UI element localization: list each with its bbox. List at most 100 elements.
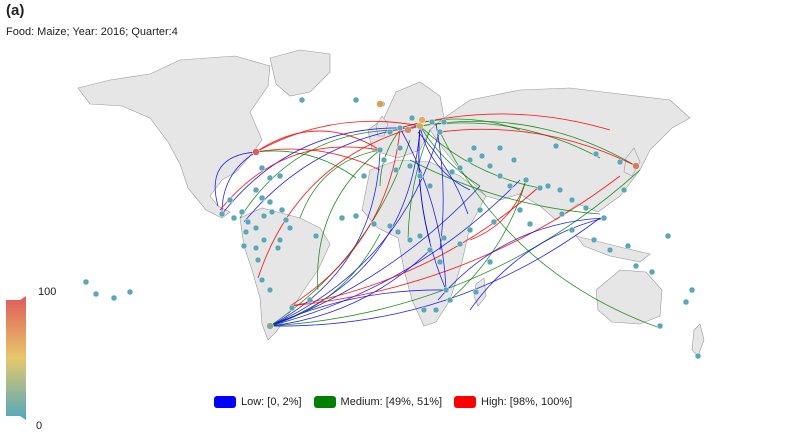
trade-flow-arc — [269, 127, 421, 327]
country-node — [386, 222, 394, 230]
trade-flow-arc — [437, 217, 605, 301]
country-node — [268, 208, 276, 216]
country-node — [260, 236, 268, 244]
country-node — [476, 206, 484, 214]
trade-flow-arc — [269, 129, 441, 327]
country-node — [446, 296, 454, 304]
africa — [361, 159, 487, 327]
legend-label-high: High: [98%, 100%] — [481, 396, 573, 408]
country-node — [506, 182, 514, 190]
trade-flow-arc — [317, 149, 381, 291]
country-node — [522, 176, 530, 184]
country-node — [244, 218, 252, 226]
country-node — [240, 242, 248, 250]
trade-flow-arc — [469, 217, 605, 311]
country-node — [282, 216, 290, 224]
trade-flow-arc — [399, 127, 447, 291]
legend-label-low: Low: [0, 2%] — [241, 396, 302, 408]
country-node — [406, 236, 414, 244]
country-nodes — [82, 96, 702, 360]
country-node — [426, 182, 434, 190]
country-node — [276, 236, 284, 244]
country-node — [440, 118, 448, 126]
country-node — [266, 174, 274, 182]
country-node — [252, 186, 260, 194]
legend-swatch-low — [214, 396, 236, 408]
country-node — [396, 124, 404, 132]
country-node — [238, 208, 246, 216]
country-node — [392, 166, 400, 174]
country-node — [582, 204, 590, 212]
legend-item-medium[interactable]: Medium: [49%, 51%] — [313, 396, 442, 408]
country-node — [486, 258, 494, 266]
country-node — [568, 226, 576, 234]
country-node — [230, 214, 238, 222]
colorbar-gradient — [6, 296, 26, 420]
country-node — [632, 262, 640, 270]
trade-flow-arc — [451, 179, 527, 299]
country-node — [536, 184, 544, 192]
trade-flow-arc — [269, 289, 447, 327]
trade-flow-arc — [269, 233, 381, 327]
country-node — [386, 128, 394, 136]
country-node — [394, 228, 402, 236]
greenland — [269, 49, 331, 97]
legend-item-high[interactable]: High: [98%, 100%] — [454, 396, 572, 408]
country-node — [306, 296, 314, 304]
country-node — [406, 162, 414, 170]
country-node — [456, 240, 464, 248]
country-node — [266, 286, 274, 294]
country-node — [242, 228, 250, 236]
country-node — [278, 206, 286, 214]
country-node — [110, 294, 118, 302]
country-node — [312, 232, 320, 240]
country-node — [266, 198, 274, 206]
country-node — [620, 186, 628, 194]
country-node — [556, 186, 564, 194]
country-node — [428, 118, 436, 126]
country-node — [466, 156, 474, 164]
trade-flow-arc — [419, 120, 637, 167]
country-node — [396, 144, 404, 152]
country-node — [496, 172, 504, 180]
country-node — [252, 224, 260, 232]
trade-flow-arc — [379, 129, 401, 187]
country-node — [440, 234, 448, 242]
legend-item-low[interactable]: Low: [0, 2%] — [214, 396, 302, 408]
trade-flow-arc — [269, 217, 601, 327]
trade-flow-arc — [239, 129, 401, 219]
country-node — [352, 212, 360, 220]
trade-flow-arc — [289, 129, 401, 307]
country-node — [252, 244, 260, 252]
trade-flow-arc — [417, 131, 469, 215]
trade-flow-arc — [269, 249, 431, 327]
country-node — [416, 172, 424, 180]
hub-node — [632, 162, 640, 170]
country-node — [448, 168, 456, 176]
country-node — [258, 276, 266, 284]
trade-flow-arc — [419, 125, 471, 191]
country-node — [274, 244, 282, 252]
country-node — [376, 146, 384, 154]
country-node — [442, 286, 450, 294]
country-node — [92, 290, 100, 298]
country-node — [360, 172, 368, 180]
country-node — [254, 256, 262, 264]
trade-flow-arc — [439, 128, 637, 167]
hub-node — [404, 126, 412, 134]
country-node — [416, 232, 424, 240]
trade-flow-arc — [219, 146, 381, 211]
country-node — [490, 218, 498, 226]
country-node — [682, 298, 690, 306]
trade-flow-arc — [418, 127, 447, 291]
land-masses — [77, 49, 705, 357]
country-node — [286, 224, 294, 232]
country-node — [664, 232, 672, 240]
country-node — [568, 196, 576, 204]
country-node — [426, 246, 434, 254]
colorbar-min-label: 0 — [36, 420, 43, 432]
trade-flow-arc — [255, 130, 381, 153]
country-node — [470, 144, 478, 152]
country-node — [258, 164, 266, 172]
